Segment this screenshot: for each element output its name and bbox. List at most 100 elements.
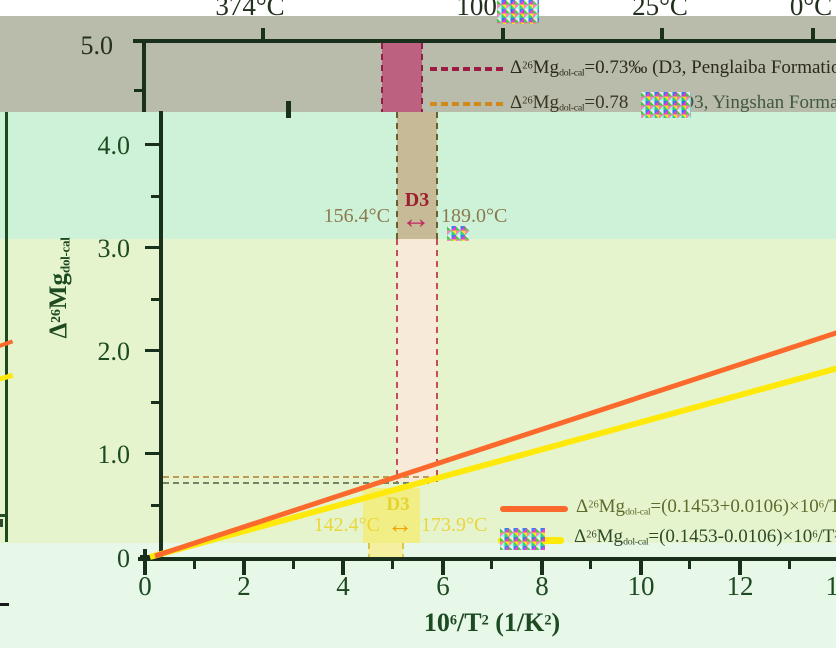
legend-sup2: 2	[834, 529, 836, 540]
x-axis-title-s3: 2	[544, 612, 552, 629]
glitch-noise-patch	[497, 0, 539, 24]
glitch-noise-patch	[447, 226, 469, 241]
legend-sub: dol-cal	[559, 102, 585, 114]
band-edge-dashed	[402, 543, 404, 558]
y-major-tick	[145, 143, 159, 146]
legend-entry-penglaiba: Δ26Mgdol-cal=0.73‰ (D3, Penglaiba Format…	[510, 57, 836, 79]
outer-minor-tick-fragment	[134, 89, 142, 92]
x-major-tick	[639, 561, 643, 575]
x-tick-label-0: 0	[138, 571, 152, 601]
band-edge-dashed	[436, 239, 438, 482]
y-major-tick	[145, 246, 159, 249]
legend-sup: 6	[812, 529, 818, 541]
glitch-noise-patch	[641, 92, 691, 118]
legend-mg: Mg	[532, 57, 560, 78]
band-edge-dashed	[368, 543, 370, 558]
legend-entry-yellow-line: Δ26Mgdol-cal=(0.1453-0.0106)×106/T2	[574, 526, 836, 548]
y-axis-title-mg: Mg	[45, 272, 72, 310]
d3-upper-label: D3	[404, 189, 430, 211]
y-tick-label-2: 2.0	[97, 337, 131, 366]
legend-mg: Mg	[598, 496, 626, 517]
x-axis-title-p3: (1/K	[488, 608, 545, 637]
legend-delta: Δ	[574, 526, 587, 547]
legend-swatch-yingshan	[430, 102, 503, 106]
y-axis-line	[159, 111, 163, 561]
x-minor-tick	[589, 561, 592, 569]
legend-rest: =0.73‰ (D3, Penglaiba Formation)	[584, 57, 836, 78]
x-axis-title-p4: )	[551, 608, 561, 637]
legend-swatch-orange-line	[500, 506, 568, 512]
y-minor-tick	[151, 195, 159, 198]
yellow-regression-line	[149, 365, 836, 560]
x-tick-label-4: 4	[336, 571, 350, 601]
legend-entry-yingshan: Δ26Mgdol-cal=0.78 D3, Yingshan Formation)	[510, 92, 836, 114]
x-major-tick	[242, 561, 246, 575]
x-tick-label-2: 2	[237, 571, 251, 601]
y-tick-label-4: 4.0	[97, 131, 131, 160]
legend-delta: Δ	[510, 92, 523, 113]
y-major-tick	[145, 349, 159, 352]
temp-low-upper: 156.4°C	[323, 205, 390, 227]
y-minor-tick	[151, 298, 159, 301]
x-tick-label-8: 8	[535, 571, 549, 601]
d3-penglaiba-band-mint	[397, 112, 437, 239]
y-axis-title-delta: Δ	[45, 322, 72, 339]
y-tick-label-3: 3.0	[97, 234, 131, 263]
glitch-tick-fragment	[286, 101, 291, 118]
legend-eq: =(0.1453-0.0106)×10	[648, 526, 813, 547]
legend-delta: Δ	[510, 57, 523, 78]
x-axis-title-p1: 10	[423, 608, 450, 637]
top-axis-tick	[660, 28, 664, 39]
x-major-tick	[441, 561, 445, 575]
temp-low-lower: 142.4°C	[313, 514, 380, 536]
top-axis-line	[133, 39, 836, 43]
legend-mg: Mg	[596, 526, 624, 547]
x-minor-tick	[193, 561, 196, 569]
y-tick-label-5: 5.0	[80, 31, 114, 60]
y-minor-tick	[151, 401, 159, 404]
x-minor-tick	[788, 561, 791, 569]
band-edge-dashed	[396, 239, 398, 482]
y-tick-label-1: 1.0	[97, 440, 131, 469]
legend-sup: 6	[818, 499, 824, 511]
orange-regression-line	[154, 330, 836, 559]
top-axis-tick	[811, 28, 815, 39]
d3-yingshan-band-stub	[368, 543, 403, 558]
top-axis-label-374: 374°C	[215, 0, 285, 21]
legend-entry-orange-line: Δ26Mgdol-cal=(0.1453+0.0106)×106/T2	[576, 496, 836, 518]
y-axis-title-iso: 26	[47, 309, 63, 323]
x-major-tick	[143, 549, 147, 575]
band-edge-dashed	[436, 112, 438, 239]
legend-iso: 26	[522, 60, 533, 72]
x-axis-title-s2: 2	[481, 612, 489, 629]
reference-line-073	[163, 482, 433, 484]
x-tick-label-6: 6	[436, 571, 450, 601]
d3-lower-label: D3	[386, 494, 410, 515]
x-minor-tick	[688, 561, 691, 569]
band-edge-dashed	[421, 43, 423, 112]
glitch-noise-patch	[500, 528, 545, 550]
top-axis-label-25: 25°C	[632, 0, 688, 21]
legend-iso: 26	[586, 529, 597, 541]
d3-penglaiba-band-lower	[397, 239, 437, 482]
legend-swatch-penglaiba	[430, 67, 503, 71]
x-axis-title-p2: /T	[456, 608, 482, 637]
legend-sub: dol-cal	[625, 506, 651, 518]
reference-line-078	[163, 476, 433, 478]
top-axis-label-0: 0°C	[789, 0, 833, 21]
x-tick-label-14: 14	[825, 571, 836, 601]
band-edge-dashed	[381, 43, 383, 112]
x-major-tick	[341, 561, 345, 575]
x-tick-label-10: 10	[627, 571, 655, 601]
legend-divt: /T	[817, 526, 835, 547]
legend-iso: 26	[522, 95, 533, 107]
x-tick-label-12: 12	[726, 571, 754, 601]
double-arrow-icon: ↔	[401, 202, 431, 235]
text-fragment	[0, 519, 3, 527]
text-fragment	[0, 514, 5, 517]
x-major-tick	[738, 561, 742, 575]
y-axis-title-sub: dol-cal	[57, 237, 73, 273]
temp-high-lower: 173.9°C	[421, 514, 488, 536]
